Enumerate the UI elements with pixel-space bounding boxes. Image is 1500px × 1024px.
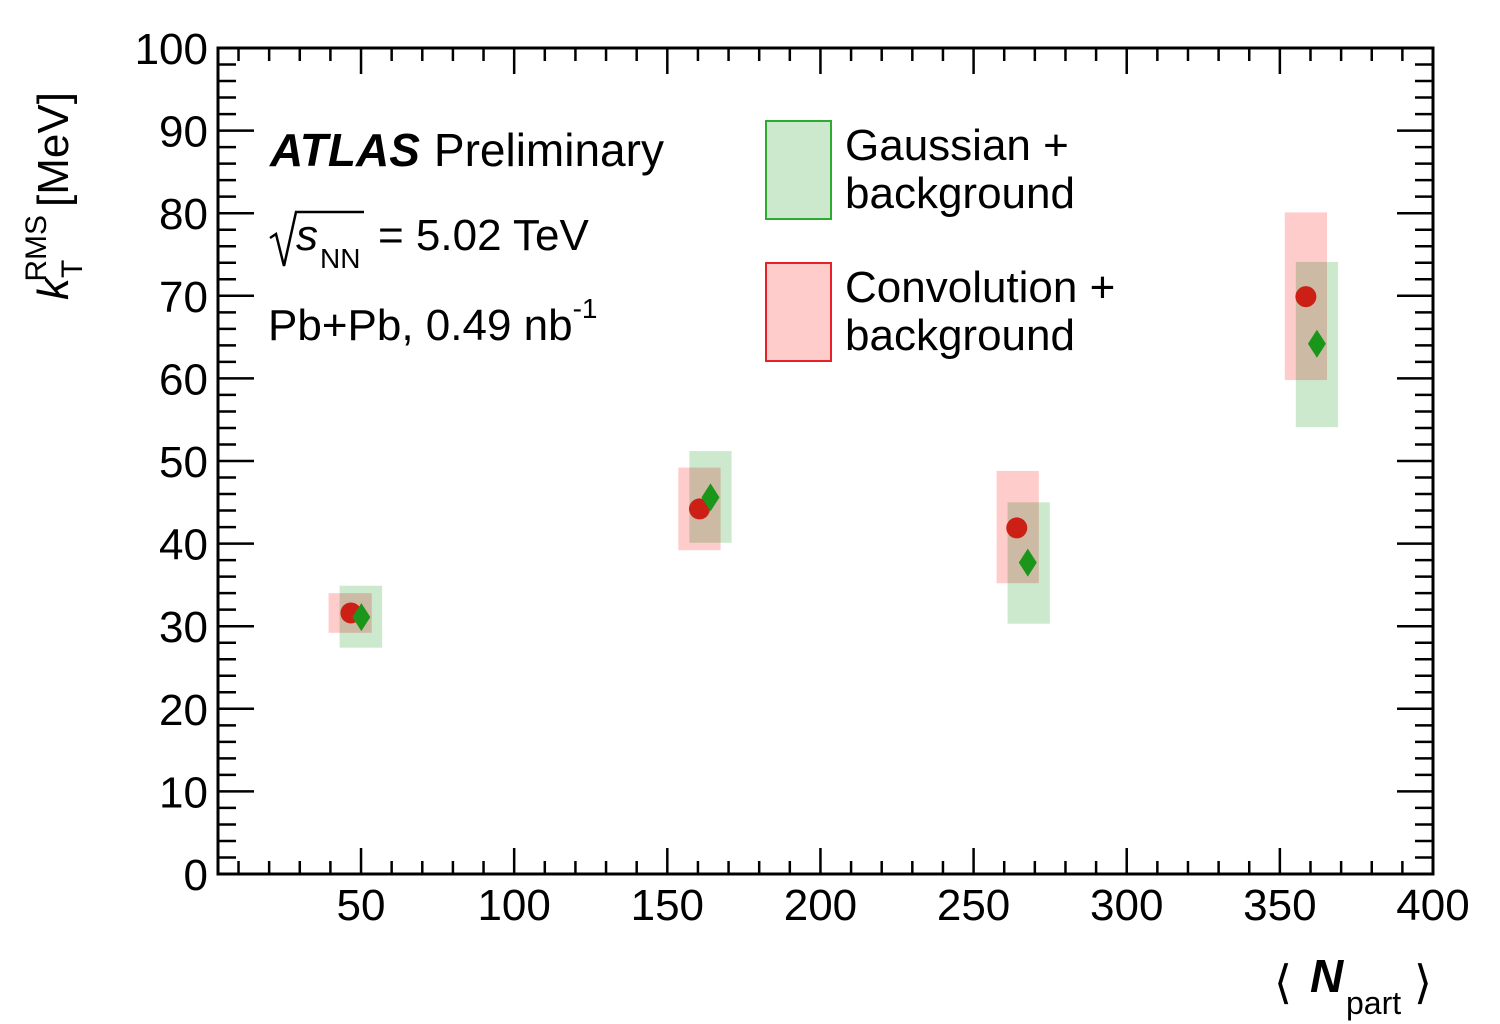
y-tick-label: 10: [159, 768, 208, 817]
dataset-text: Pb+Pb, 0.49 nb: [268, 301, 573, 350]
y-tick-label: 0: [184, 851, 208, 900]
energy-symbol: s: [296, 211, 318, 260]
y-label-main: k: [29, 276, 78, 300]
y-tick-label: 90: [159, 108, 208, 157]
energy-subscript: NN: [320, 243, 360, 274]
svg-text:Pb+Pb, 0.49 nb-1: Pb+Pb, 0.49 nb-1: [268, 293, 598, 350]
legend-swatch-convolution: [765, 262, 832, 362]
legend-swatch-gaussian: [765, 120, 832, 220]
convolution-point-3: [1295, 286, 1317, 308]
dataset-superscript: -1: [573, 293, 598, 324]
gaussian-point-0: [352, 603, 371, 632]
legend-label-convolution-line2: background: [845, 311, 1075, 360]
x-tick-label: 50: [337, 881, 386, 930]
convolution-point-2: [1006, 517, 1028, 539]
energy-value: = 5.02 TeV: [378, 211, 589, 260]
legend: Gaussian + background Convolution + back…: [765, 120, 1115, 362]
gaussian-point-1: [701, 483, 720, 512]
y-tick-label: 60: [159, 355, 208, 404]
energy-label: s NN = 5.02 TeV: [269, 210, 589, 274]
y-label-unit: [MeV]: [29, 92, 78, 207]
sqrt-sign-icon: [269, 210, 364, 267]
gaussian-point-3: [1307, 329, 1326, 358]
x-label-main: N: [1310, 950, 1344, 1002]
x-label-sub: part: [1346, 985, 1401, 1021]
x-tick-label: 400: [1396, 881, 1469, 930]
svg-text:kTRMS[MeV]: kTRMS [MeV]: [20, 92, 89, 300]
convolution-point-1: [688, 498, 710, 520]
x-tick-label: 150: [631, 881, 704, 930]
uncertainty-boxes: [328, 212, 1339, 648]
tick-labels: 50 100 150 200 250 300 350 400 0 10 20 30 40 50 60 70 80…: [135, 25, 1470, 930]
y-label-sub: T: [56, 260, 89, 278]
gaussian-point-2: [1018, 548, 1037, 577]
x-label-open: ⟨: [1274, 956, 1292, 1008]
y-label-sup: RMS: [20, 215, 53, 282]
x-tick-label: 250: [937, 881, 1010, 930]
plot-frame: [216, 46, 1435, 876]
legend-label-gaussian-line2: background: [845, 169, 1075, 218]
x-tick-label: 100: [477, 881, 550, 930]
y-tick-label: 70: [159, 273, 208, 322]
dataset-label: Pb+Pb, 0.49 nb-1: [268, 293, 598, 350]
atlas-text: ATLAS: [269, 124, 420, 176]
x-axis-label: ⟨ N part ⟩: [1274, 950, 1432, 1021]
y-tick-label: 30: [159, 603, 208, 652]
legend-label-gaussian-line1: Gaussian +: [845, 121, 1069, 170]
y-axis-label: kTRMS [MeV]: [20, 92, 89, 300]
x-tick-label: 200: [784, 881, 857, 930]
y-tick-label: 40: [159, 521, 208, 570]
legend-label-convolution-line1: Convolution +: [845, 263, 1115, 312]
x-tick-label: 300: [1090, 881, 1163, 930]
y-tick-label: 80: [159, 190, 208, 239]
preliminary-text: Preliminary: [434, 124, 664, 176]
y-tick-label: 100: [135, 25, 208, 74]
y-tick-label: 50: [159, 438, 208, 487]
y-tick-label: 20: [159, 686, 208, 735]
atlas-label: ATLAS Preliminary: [269, 124, 664, 176]
x-label-close: ⟩: [1414, 956, 1432, 1008]
data-markers: [340, 286, 1326, 632]
x-tick-label: 350: [1243, 881, 1316, 930]
